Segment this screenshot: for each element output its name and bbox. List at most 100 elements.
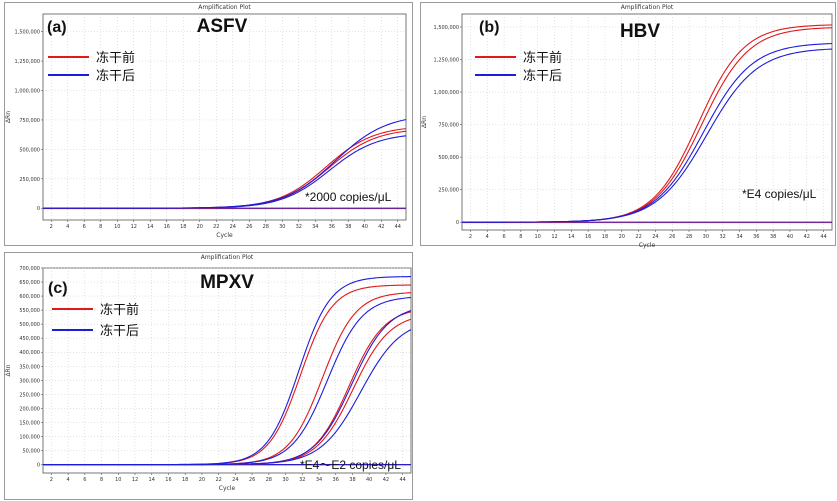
- chart-panel-3: 2 4 6 8 10 12 14 16 18 20 22 24 26 28 30 32 34 36 38 40 42 44…: [4, 252, 413, 500]
- y-tick-label: 1,000,000: [15, 89, 40, 95]
- x-tick-label: 42: [383, 477, 389, 483]
- copies-annotation: *E4～E2 copies/μL: [300, 458, 401, 472]
- y-tick-label: 500,000: [19, 322, 40, 328]
- x-tick-label: 38: [345, 224, 351, 230]
- x-tick-label: 30: [703, 234, 709, 240]
- y-tick-label: 1,500,000: [15, 30, 40, 36]
- y-tick-label: 700,000: [19, 266, 40, 272]
- panel-name: HBV: [620, 21, 660, 42]
- plot-title: Amplification Plot: [198, 4, 251, 11]
- x-tick-label: 20: [619, 234, 625, 240]
- y-tick-label: 0: [37, 463, 40, 469]
- plot-area: [461, 13, 833, 231]
- y-tick-label: 550,000: [19, 308, 40, 314]
- x-tick-label: 38: [349, 477, 355, 483]
- plot-title: Amplification Plot: [201, 254, 254, 261]
- x-tick-label: 8: [99, 224, 102, 230]
- legend-label: 冻干后: [523, 68, 562, 84]
- x-tick-label: 14: [147, 224, 153, 230]
- y-tick-label: 400,000: [19, 350, 40, 356]
- x-tick-label: 22: [215, 477, 221, 483]
- x-tick-label: 40: [362, 224, 368, 230]
- y-tick-label: 500,000: [438, 155, 459, 161]
- legend-label: 冻干前: [100, 302, 139, 318]
- y-tick-label: 750,000: [438, 123, 459, 129]
- panel-name: ASFV: [197, 16, 248, 37]
- y-axis-label: ΔRn: [5, 111, 12, 123]
- y-tick-label: 1,000,000: [434, 90, 459, 96]
- panel-label: (a): [47, 19, 67, 36]
- panel-label: (b): [479, 19, 499, 36]
- legend-label: 冻干后: [100, 323, 139, 339]
- legend-label: 冻干前: [523, 50, 562, 66]
- x-tick-label: 38: [770, 234, 776, 240]
- x-tick-label: 18: [602, 234, 608, 240]
- x-tick-label: 2: [469, 234, 472, 240]
- x-axis-label: Cycle: [639, 242, 656, 249]
- x-tick-label: 28: [686, 234, 692, 240]
- legend-label: 冻干后: [96, 68, 135, 84]
- x-tick-label: 26: [246, 224, 252, 230]
- x-tick-label: 44: [395, 224, 401, 230]
- x-tick-label: 42: [804, 234, 810, 240]
- x-tick-label: 8: [100, 477, 103, 483]
- x-tick-label: 22: [635, 234, 641, 240]
- x-tick-label: 44: [820, 234, 826, 240]
- x-tick-label: 6: [83, 224, 86, 230]
- y-tick-label: 1,500,000: [434, 25, 459, 31]
- x-tick-label: 16: [164, 224, 170, 230]
- x-tick-label: 12: [131, 224, 137, 230]
- x-tick-label: 30: [279, 224, 285, 230]
- x-tick-label: 20: [199, 477, 205, 483]
- x-tick-label: 28: [263, 224, 269, 230]
- y-tick-label: 0: [37, 206, 40, 212]
- x-tick-label: 6: [83, 477, 86, 483]
- chart-panel-2: 2 4 6 8 10 12 14 16 18 20 22 24 26 28 30 32 34 36 38 40 42 44…: [420, 2, 836, 249]
- x-tick-label: 12: [551, 234, 557, 240]
- x-tick-label: 20: [197, 224, 203, 230]
- x-tick-label: 6: [502, 234, 505, 240]
- y-tick-label: 0: [456, 220, 459, 226]
- x-tick-label: 26: [669, 234, 675, 240]
- amplification-curve: [462, 48, 833, 223]
- y-tick-label: 50,000: [23, 449, 41, 455]
- x-tick-label: 44: [399, 477, 405, 483]
- x-tick-label: 10: [115, 477, 121, 483]
- plot-title: Amplification Plot: [621, 4, 674, 11]
- y-tick-label: 200,000: [19, 406, 40, 412]
- panel-name: MPXV: [200, 272, 254, 293]
- y-axis-label: ΔRn: [421, 116, 428, 128]
- y-tick-label: 600,000: [19, 294, 40, 300]
- y-tick-label: 450,000: [19, 336, 40, 342]
- y-tick-label: 1,250,000: [434, 58, 459, 64]
- y-tick-label: 1,250,000: [15, 59, 40, 65]
- x-tick-label: 2: [50, 224, 53, 230]
- y-tick-label: 100,000: [19, 434, 40, 440]
- x-tick-label: 32: [719, 234, 725, 240]
- y-tick-label: 150,000: [19, 420, 40, 426]
- x-tick-label: 10: [534, 234, 540, 240]
- x-tick-label: 4: [66, 477, 69, 483]
- x-tick-label: 40: [787, 234, 793, 240]
- x-tick-label: 8: [519, 234, 522, 240]
- x-tick-label: 32: [299, 477, 305, 483]
- x-tick-label: 28: [266, 477, 272, 483]
- chart-panel-1: 2 4 6 8 10 12 14 16 18 20 22 24 26 28 30 32 34 36 38 40 42 44…: [4, 2, 413, 246]
- x-tick-label: 36: [333, 477, 339, 483]
- x-tick-label: 12: [132, 477, 138, 483]
- plot-area: [42, 13, 407, 221]
- x-tick-label: 24: [652, 234, 658, 240]
- x-tick-label: 22: [213, 224, 219, 230]
- x-tick-label: 36: [329, 224, 335, 230]
- x-tick-label: 34: [736, 234, 742, 240]
- x-tick-label: 18: [180, 224, 186, 230]
- x-tick-label: 30: [282, 477, 288, 483]
- x-tick-label: 2: [50, 477, 53, 483]
- x-tick-label: 40: [366, 477, 372, 483]
- y-tick-label: 350,000: [19, 364, 40, 370]
- x-tick-label: 24: [230, 224, 236, 230]
- y-tick-label: 250,000: [19, 392, 40, 398]
- x-tick-label: 18: [182, 477, 188, 483]
- copies-annotation: *E4 copies/μL: [742, 187, 817, 201]
